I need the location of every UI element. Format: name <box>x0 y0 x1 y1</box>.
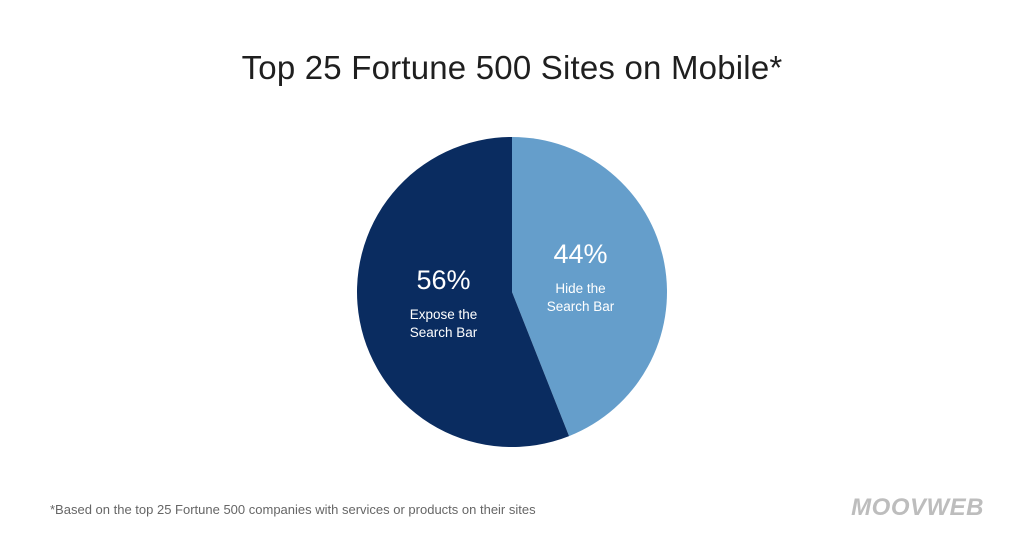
slice-category-label-1-0: Expose the <box>410 307 478 322</box>
slice-category-label-0-0: Hide the <box>555 281 605 296</box>
pie-slice-0 <box>512 137 668 437</box>
brand-logo: MOOVWEB <box>851 494 984 521</box>
pie-labels: 44% Hide the Search Bar 56% Expose the Search… <box>410 239 615 340</box>
slice-percent-label-0: 44% <box>553 239 607 269</box>
slice-percent-label-1: 56% <box>416 265 470 295</box>
pie-slices <box>357 137 668 447</box>
slice-category-label-1-1: Search Bar <box>410 325 478 340</box>
footnote: *Based on the top 25 Fortune 500 compani… <box>50 502 536 517</box>
slice-category-label-0-1: Search Bar <box>547 299 615 314</box>
chart-title: Top 25 Fortune 500 Sites on Mobile* <box>241 49 783 86</box>
pie-slice-1 <box>357 137 570 447</box>
